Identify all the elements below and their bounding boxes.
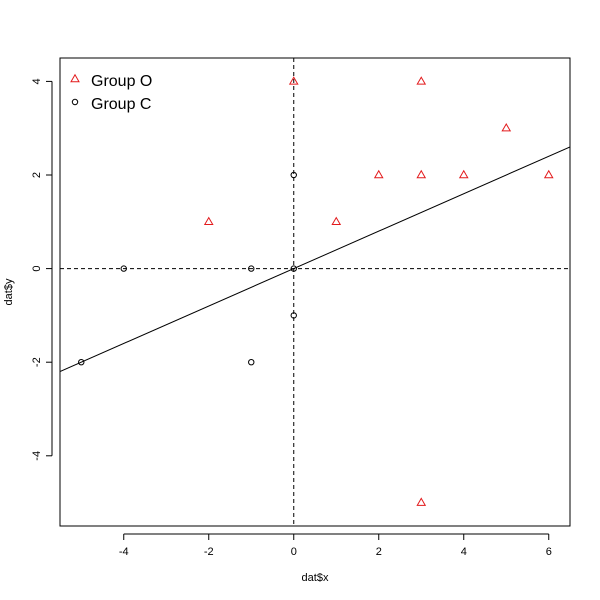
point-group-o [373,169,384,179]
point-group-o [501,122,512,132]
y-tick-label: 4 [31,78,43,84]
y-axis-label: dat$y [3,278,15,305]
legend-item-group-c-marker [71,98,79,106]
x-tick-label: 4 [461,546,467,558]
x-tick-label: -4 [119,546,129,558]
point-group-o [331,216,342,226]
y-tick-label: 0 [31,266,43,272]
x-axis-label: dat$x [302,572,329,584]
point-group-c [78,359,85,366]
point-group-o [416,169,427,179]
point-group-c [290,171,297,179]
y-tick-label: -2 [31,357,43,367]
point-group-o [416,76,427,85]
fit-line [60,146,570,373]
y-tick-label: 2 [31,172,43,178]
legend-item-group-o-marker [70,73,80,83]
point-group-o [203,216,214,226]
x-tick-label: 6 [546,546,552,558]
point-group-o [288,76,299,85]
legend-item-group-o-label: Group O [91,73,152,90]
legend: Group O Group C [70,73,152,113]
point-group-c [290,265,297,272]
x-tick-label: 2 [376,546,382,558]
point-group-c [290,312,297,319]
x-tick-label: -2 [204,546,214,558]
y-tick-label: -4 [31,451,43,461]
point-group-o [416,497,427,506]
point-group-o [543,169,554,179]
plot-frame [59,57,571,527]
point-group-c [248,265,255,272]
point-group-o [458,169,469,179]
point-group-c [120,265,127,272]
legend-item-group-c-label: Group C [91,96,151,113]
point-group-c [248,359,255,366]
x-tick-label: 0 [291,546,297,558]
